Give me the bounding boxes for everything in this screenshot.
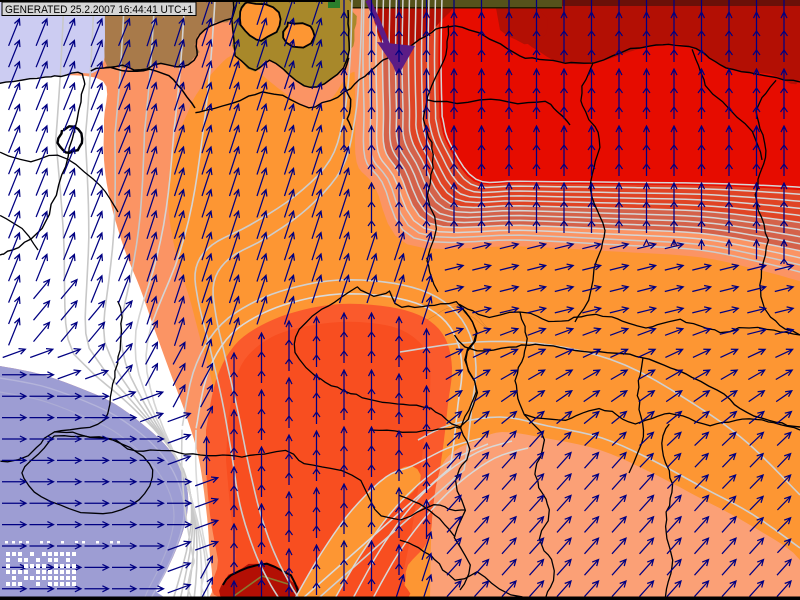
svg-text:GENERATED 25.2.2007 16:44:41 U: GENERATED 25.2.2007 16:44:41 UTC+1 — [5, 4, 193, 16]
